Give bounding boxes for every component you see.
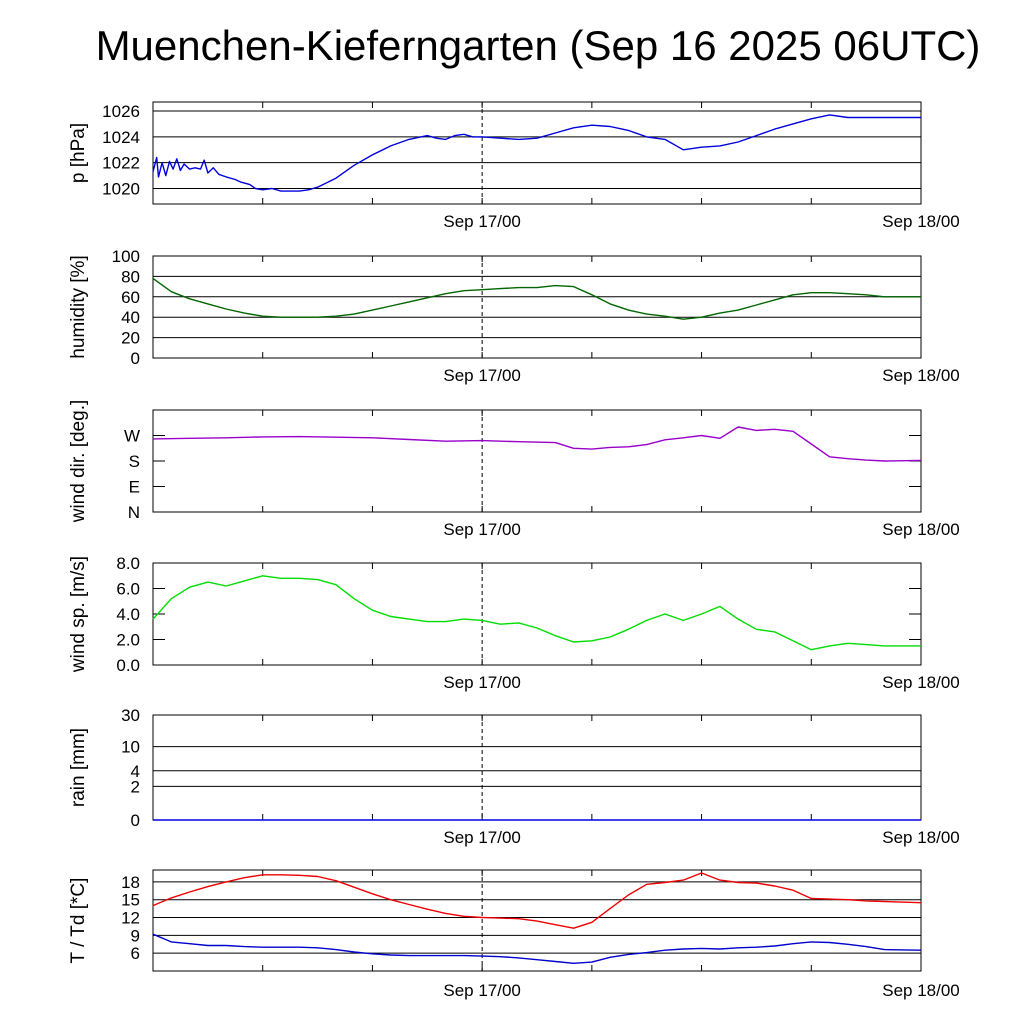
y-tick-label: 9 xyxy=(131,926,140,945)
y-axis-label: p [hPa] xyxy=(68,123,89,183)
temperature-series-line xyxy=(152,872,922,929)
humidity-frame xyxy=(152,255,922,359)
y-tick-label: E xyxy=(129,478,140,497)
x-tick-label: Sep 17/00 xyxy=(443,366,521,385)
rain-frame xyxy=(152,714,922,821)
y-tick-label: S xyxy=(129,452,140,471)
y-tick-label: N xyxy=(128,503,140,522)
y-axis-label: rain [mm] xyxy=(68,728,89,807)
y-tick-label: W xyxy=(124,427,140,446)
x-tick-label: Sep 18/00 xyxy=(882,366,960,385)
y-tick-label: 15 xyxy=(121,891,140,910)
y-tick-label: 2 xyxy=(131,777,140,796)
y-tick-label: 1022 xyxy=(102,154,140,173)
y-tick-label: 6 xyxy=(131,944,140,963)
y-tick-label: 60 xyxy=(121,288,140,307)
y-tick-label: 1020 xyxy=(102,180,140,199)
y-tick-label: 12 xyxy=(121,909,140,928)
y-axis-label: wind sp. [m/s] xyxy=(68,556,89,673)
y-tick-label: 4.0 xyxy=(116,605,140,624)
y-tick-label: 1024 xyxy=(102,128,140,147)
pressure-series-line xyxy=(152,114,921,192)
y-tick-label: 10 xyxy=(121,738,140,757)
y-tick-label: 2.0 xyxy=(116,631,140,650)
x-tick-label: Sep 18/00 xyxy=(882,212,960,231)
y-tick-label: 8.0 xyxy=(116,554,140,573)
dewpoint-series-line xyxy=(152,933,922,964)
y-axis-label: wind dir. [deg.] xyxy=(68,400,89,524)
y-tick-label: 0 xyxy=(131,811,140,830)
y-tick-label: 4 xyxy=(131,762,140,781)
pressure-frame xyxy=(152,101,922,205)
y-tick-label: 40 xyxy=(121,308,140,327)
y-tick-label: 80 xyxy=(121,267,140,286)
x-tick-label: Sep 17/00 xyxy=(443,828,521,847)
chart-title: Muenchen-Kieferngarten (Sep 16 2025 06UT… xyxy=(95,22,981,69)
x-tick-label: Sep 17/00 xyxy=(443,212,521,231)
y-tick-label: 18 xyxy=(121,873,140,892)
humidity-series-line xyxy=(152,277,921,320)
wind_sp-series-line xyxy=(152,575,921,651)
y-tick-label: 6.0 xyxy=(116,580,140,599)
wind-speed-frame xyxy=(152,562,922,666)
x-tick-label: Sep 17/00 xyxy=(443,520,521,539)
x-tick-label: Sep 18/00 xyxy=(882,981,960,1000)
x-tick-label: Sep 17/00 xyxy=(443,673,521,692)
y-tick-label: 30 xyxy=(121,706,140,725)
y-axis-label: humidity [%] xyxy=(68,255,89,358)
wind_dir-series-line xyxy=(152,426,922,462)
y-tick-label: 1026 xyxy=(102,102,140,121)
y-tick-label: 20 xyxy=(121,329,140,348)
x-tick-label: Sep 18/00 xyxy=(882,828,960,847)
y-tick-label: 0.0 xyxy=(116,656,140,675)
x-tick-label: Sep 18/00 xyxy=(882,520,960,539)
wind-direction-frame xyxy=(152,409,922,513)
y-tick-label: 0 xyxy=(131,349,140,368)
x-tick-label: Sep 17/00 xyxy=(443,981,521,1000)
y-tick-label: 100 xyxy=(112,247,140,266)
temperature-frame xyxy=(152,869,922,972)
y-axis-label: T / Td [*C] xyxy=(68,878,89,964)
x-tick-label: Sep 18/00 xyxy=(882,673,960,692)
